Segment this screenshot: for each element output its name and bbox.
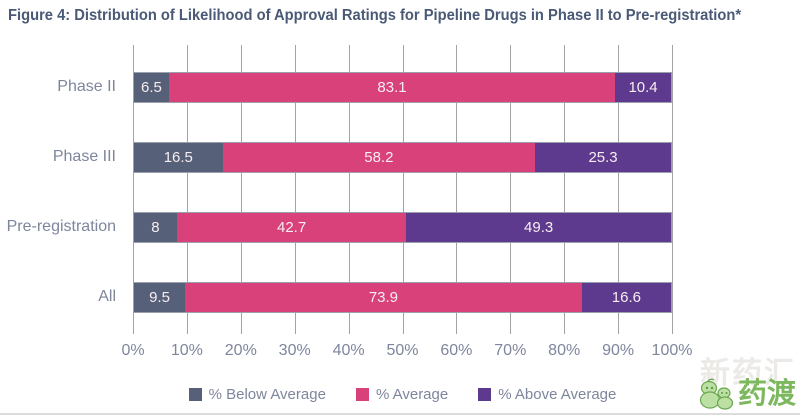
bar-segment: 10.4 (615, 72, 671, 102)
legend-label: % Above Average (498, 386, 617, 403)
gridline (672, 45, 673, 334)
bar-row: 8 42.7 49.3 (133, 211, 672, 243)
brand-row: 药渡 (698, 378, 796, 410)
gridline (240, 45, 242, 334)
bar-segment: 83.1 (168, 72, 616, 102)
bar-segment: 73.9 (185, 282, 582, 312)
bar-segment: 58.2 (222, 142, 536, 172)
bar-segment: 25.3 (535, 142, 671, 172)
x-axis: 0% 10% 20% 30% 40% 50% 60% 70% 80% 90% 100% (121, 342, 692, 362)
x-tick-label: 70% (494, 342, 527, 359)
gridline (186, 45, 188, 334)
gridline (402, 45, 404, 334)
x-tick-label: 10% (170, 342, 203, 359)
category-label: All (98, 288, 116, 305)
yaodu-mascot-icon (699, 378, 734, 410)
x-tick-label: 60% (440, 342, 473, 359)
legend-label: % Average (375, 386, 449, 403)
bar-segment: 49.3 (406, 212, 671, 242)
bar-segment: 16.5 (134, 142, 223, 172)
gridline (456, 45, 458, 334)
legend-item: % Below Average (188, 386, 326, 403)
x-tick-label: 80% (548, 342, 581, 359)
bar-segment: 8 (134, 212, 177, 242)
category-label: Pre-registration (6, 218, 116, 235)
gridline (348, 45, 350, 334)
x-tick-label: 0% (121, 342, 145, 359)
legend-swatch (355, 388, 369, 401)
bar-row: 6.5 83.1 10.4 (133, 71, 672, 103)
brand-watermark: 新药汇 药渡 (686, 357, 796, 414)
x-tick-label: 50% (386, 342, 419, 359)
x-tick-label: 90% (602, 342, 635, 359)
legend-swatch (188, 388, 202, 401)
bar-row: 16.5 58.2 25.3 (133, 141, 672, 173)
bar-segment: 9.5 (134, 282, 185, 312)
gridline (133, 45, 134, 334)
legend: % Below Average % Average % Above Average (133, 386, 672, 403)
gridline (510, 45, 512, 334)
legend-label: % Below Average (208, 386, 326, 403)
gridline (564, 45, 566, 334)
legend-item: % Average (355, 386, 449, 403)
x-tick-label: 40% (332, 342, 365, 359)
figure-title: Figure 4: Distribution of Likelihood of … (8, 7, 742, 24)
legend-swatch (478, 388, 492, 401)
x-tick-label: 100% (651, 342, 693, 359)
plot-area: 6.5 83.1 10.4 16.5 58.2 25.3 8 42.7 49.3 9.5 73.9 1… (133, 45, 673, 334)
gridline (618, 45, 620, 334)
bar-segment: 42.7 (176, 212, 407, 242)
x-tick-label: 20% (224, 342, 257, 359)
bar-row: 9.5 73.9 16.6 (133, 281, 672, 313)
x-tick-label: 30% (278, 342, 311, 359)
y-axis-labels: Phase II Phase III Pre-registration All (0, 45, 124, 334)
bar-segment: 6.5 (134, 72, 169, 102)
legend-item: % Above Average (478, 386, 616, 403)
bar-segment: 16.6 (581, 282, 671, 312)
yaodu-logo-text: 药渡 (737, 378, 796, 410)
gridline (294, 45, 296, 334)
bottom-divider (0, 413, 800, 415)
category-label: Phase II (57, 78, 116, 95)
category-label: Phase III (52, 148, 116, 165)
